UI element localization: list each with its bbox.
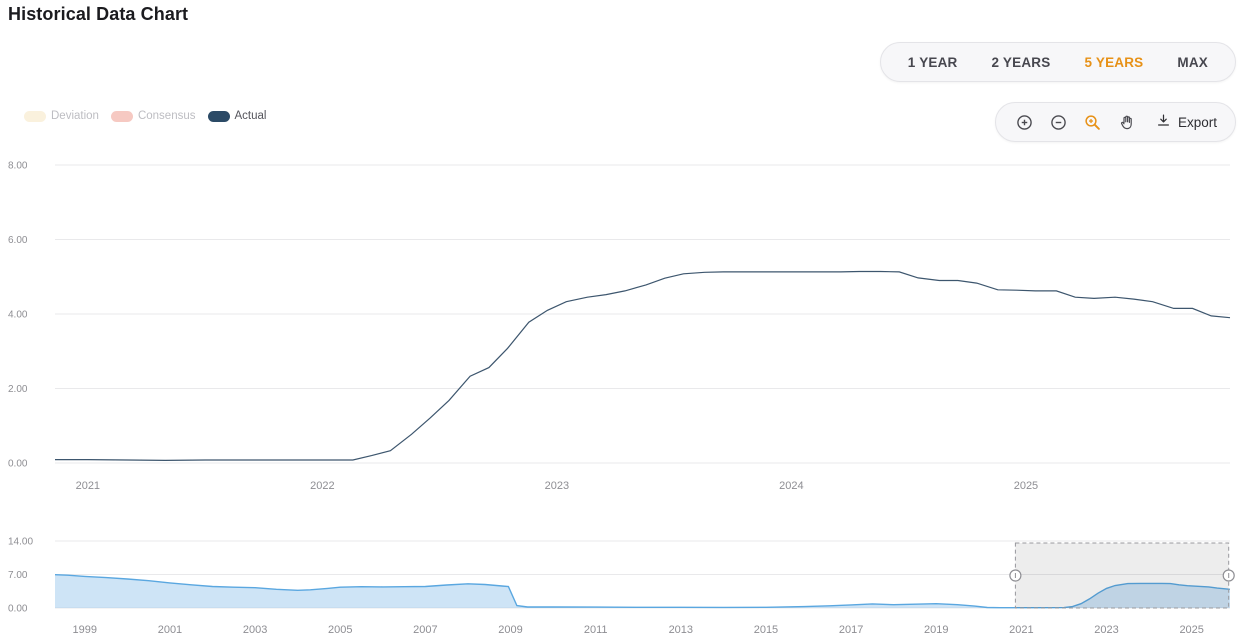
pan-button[interactable] <box>1112 107 1142 137</box>
export-button[interactable]: Export <box>1146 107 1221 137</box>
main-line-chart[interactable]: 0.00 2.00 4.00 6.00 8.00 2021 2022 2023 2024 2025 <box>0 152 1244 500</box>
x-axis-label: 2025 <box>1179 624 1203 636</box>
y-axis-label: 4.00 <box>8 310 28 321</box>
chart-legend: Deviation Consensus Actual <box>24 110 266 122</box>
x-axis-label: 2022 <box>310 480 334 492</box>
x-axis-label: 2013 <box>669 624 693 636</box>
y-axis-label: 8.00 <box>8 161 28 172</box>
x-axis-label: 2025 <box>1014 480 1038 492</box>
selection-zoom-magnifier-icon <box>1084 114 1101 131</box>
legend-label-actual: Actual <box>234 110 267 122</box>
consensus-swatch <box>110 110 133 122</box>
x-axis-label: 2015 <box>754 624 778 636</box>
x-axis-label: 2001 <box>158 624 182 636</box>
page-title: Historical Data Chart <box>8 4 189 24</box>
actual-line-series <box>55 270 1231 462</box>
x-axis-label: 2024 <box>779 480 803 492</box>
x-axis-label: 1999 <box>73 624 97 636</box>
x-axis-label: 2017 <box>839 624 863 636</box>
zoom-out-icon <box>1050 114 1067 131</box>
y-axis-label: 7.00 <box>8 570 28 581</box>
x-axis-label: 2023 <box>1094 624 1118 636</box>
x-axis-label: 2021 <box>76 480 100 492</box>
x-axis-label: 2005 <box>328 624 352 636</box>
chart-toolbar: Export <box>994 102 1236 142</box>
x-axis-label: 2003 <box>243 624 267 636</box>
range-navigator-chart[interactable]: 0.00 7.00 14.00 1999 2001 2003 2005 2007 2009 201… <box>0 528 1244 644</box>
navigator-selection-window[interactable] <box>1014 542 1230 609</box>
x-axis-label: 2009 <box>498 624 522 636</box>
y-axis-label: 0.00 <box>8 604 28 615</box>
legend-label-consensus: Consensus <box>137 110 196 122</box>
y-axis-label: 6.00 <box>8 235 28 246</box>
x-axis-label: 2019 <box>924 624 948 636</box>
export-download-icon <box>1156 113 1171 131</box>
zoom-in-button[interactable] <box>1010 107 1040 137</box>
legend-item-consensus[interactable]: Consensus <box>110 110 196 122</box>
y-axis-label: 0.00 <box>8 459 28 470</box>
selection-zoom-button[interactable] <box>1078 107 1108 137</box>
y-axis-label: 2.00 <box>8 384 28 395</box>
zoom-in-icon <box>1016 114 1033 131</box>
legend-item-deviation[interactable]: Deviation <box>24 110 99 122</box>
y-axis-label: 14.00 <box>8 537 33 548</box>
actual-swatch <box>207 110 230 122</box>
range-selector: 1 YEAR 2 YEARS 5 YEARS MAX <box>879 42 1236 82</box>
x-axis-label: 2007 <box>413 624 437 636</box>
legend-label-deviation: Deviation <box>51 110 99 122</box>
zoom-out-button[interactable] <box>1044 107 1074 137</box>
actual-line-series <box>54 574 1231 609</box>
x-axis-label: 2011 <box>584 624 608 636</box>
range-button-2-years[interactable]: 2 YEARS <box>975 43 1068 81</box>
export-label: Export <box>1177 114 1217 130</box>
x-axis-label: 2021 <box>1009 624 1033 636</box>
range-button-5-years[interactable]: 5 YEARS <box>1067 43 1160 81</box>
pan-hand-icon <box>1119 114 1135 130</box>
x-axis-label: 2023 <box>545 480 569 492</box>
deviation-swatch <box>24 110 46 122</box>
actual-area-series <box>55 574 1230 608</box>
legend-item-actual[interactable]: Actual <box>207 110 267 122</box>
range-button-1-year[interactable]: 1 YEAR <box>891 43 975 81</box>
range-button-max[interactable]: MAX <box>1160 43 1225 81</box>
